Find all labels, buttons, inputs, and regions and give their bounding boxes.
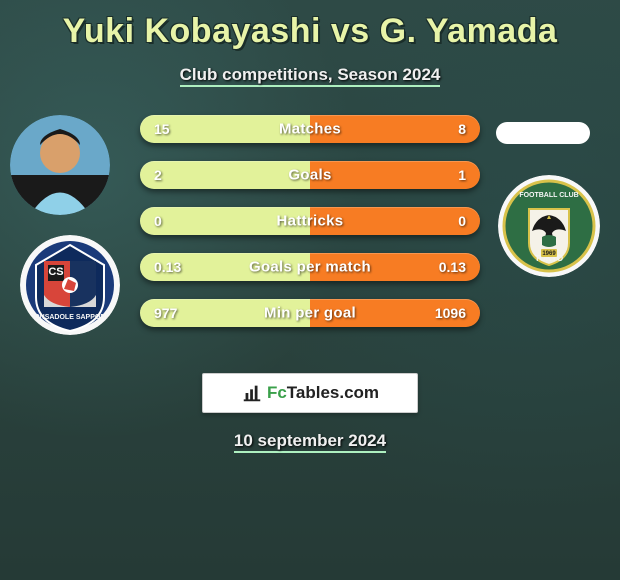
stat-left-value: 15 — [154, 121, 170, 137]
stat-left-value: 0.13 — [154, 259, 181, 275]
stat-label: Goals — [288, 167, 331, 184]
player-left-avatar — [10, 115, 110, 215]
svg-text:CS: CS — [48, 266, 63, 278]
stat-row: 0.13 Goals per match 0.13 — [140, 253, 480, 281]
stat-right-value: 1 — [458, 167, 466, 183]
stat-right-value: 1096 — [435, 305, 466, 321]
stat-row: 977 Min per goal 1096 — [140, 299, 480, 327]
player-right-avatar-placeholder — [496, 122, 590, 144]
stat-right-value: 8 — [458, 121, 466, 137]
stat-label: Goals per match — [249, 259, 371, 276]
content: Yuki Kobayashi vs G. Yamada Club competi… — [0, 12, 620, 453]
stat-right-value: 0 — [458, 213, 466, 229]
logo-text: FcTables.com — [267, 383, 379, 403]
stat-bars: 15 Matches 8 2 Goals 1 0 Hattricks 0 0.13 Goals pe… — [140, 115, 480, 345]
stat-row: 2 Goals 1 — [140, 161, 480, 189]
svg-text:CONSADOLE SAPPORO: CONSADOLE SAPPORO — [29, 314, 111, 321]
bar-chart-icon — [241, 382, 263, 404]
stat-left-value: 2 — [154, 167, 162, 183]
subtitle: Club competitions, Season 2024 — [180, 65, 441, 87]
svg-text:1969: 1969 — [542, 251, 556, 257]
date-label: 10 september 2024 — [234, 431, 386, 453]
stat-left-value: 0 — [154, 213, 162, 229]
stat-label: Hattricks — [277, 213, 344, 230]
stat-row: 0 Hattricks 0 — [140, 207, 480, 235]
club-left-crest: CONSADOLE SAPPORO CS — [20, 235, 120, 335]
stat-right-value: 0.13 — [439, 259, 466, 275]
stat-row: 15 Matches 8 — [140, 115, 480, 143]
comparison-card: Yuki Kobayashi vs G. Yamada Club competi… — [0, 0, 620, 580]
fctables-logo[interactable]: FcTables.com — [202, 373, 418, 413]
stat-left-value: 977 — [154, 305, 177, 321]
page-title: Yuki Kobayashi vs G. Yamada — [0, 12, 620, 51]
svg-text:FOOTBALL CLUB: FOOTBALL CLUB — [519, 192, 578, 199]
stat-label: Min per goal — [264, 305, 356, 322]
stat-label: Matches — [279, 121, 341, 138]
club-right-crest: FOOTBALL CLUB TOKYO 1969 — [498, 175, 600, 277]
comparison-area: CONSADOLE SAPPORO CS FOOTBALL CLUB — [0, 115, 620, 355]
